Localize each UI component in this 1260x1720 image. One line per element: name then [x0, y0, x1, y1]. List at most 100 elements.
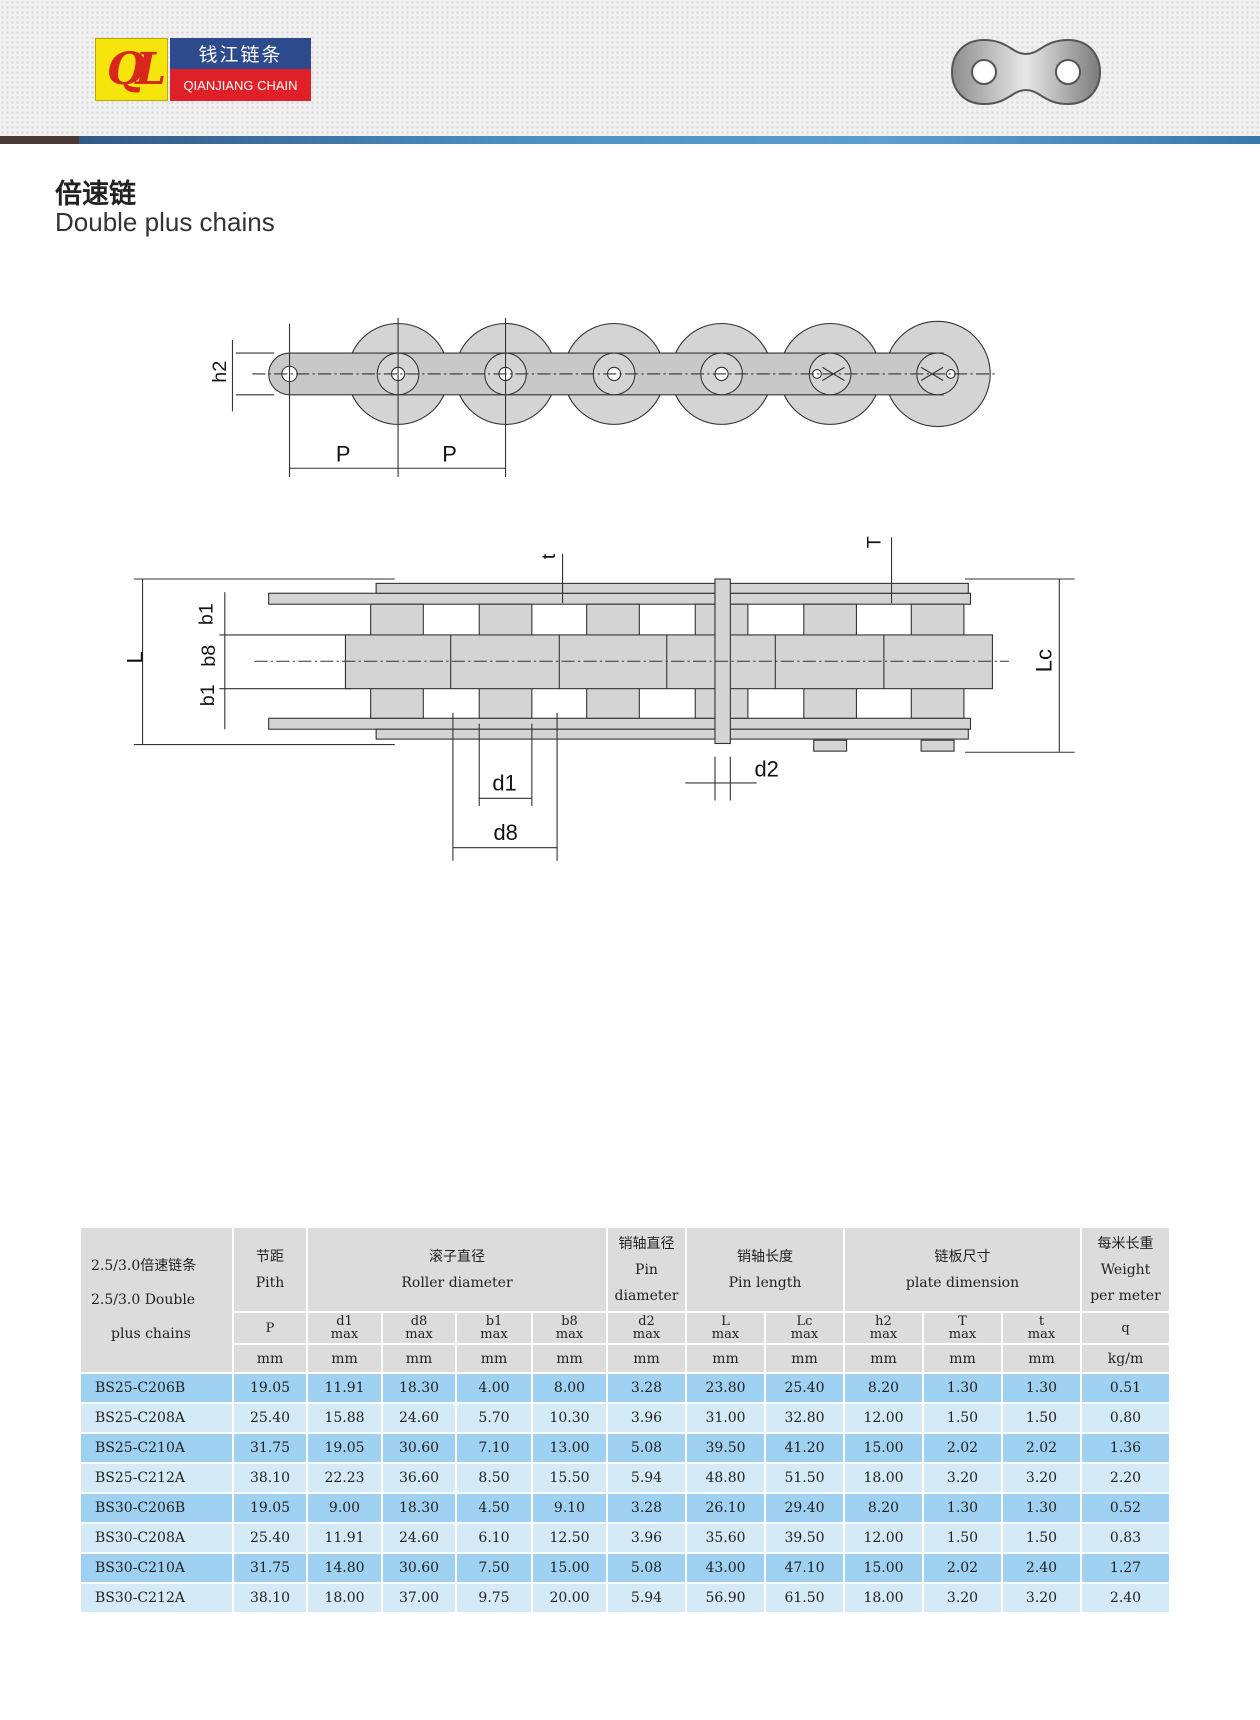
- top-view: [231, 318, 998, 478]
- value-cell: 18.00: [306, 1582, 383, 1614]
- header-weight: 每米长重 Weight per meter: [1080, 1226, 1171, 1313]
- model-cell: BS30-C210A: [79, 1552, 234, 1584]
- value-cell: 2.40: [1080, 1582, 1171, 1614]
- value-cell: 20.00: [531, 1582, 608, 1614]
- value-cell: 2.02: [922, 1552, 1003, 1584]
- label-h2: h2: [209, 361, 231, 383]
- unit-header: mm: [381, 1343, 457, 1374]
- value-cell: 15.00: [843, 1432, 924, 1464]
- value-cell: 5.08: [606, 1552, 687, 1584]
- value-cell: 11.91: [306, 1522, 383, 1554]
- value-cell: 39.50: [764, 1522, 845, 1554]
- model-cell: BS25-C212A: [79, 1462, 234, 1494]
- value-cell: 1.50: [1001, 1522, 1082, 1554]
- symbol-header: t max: [1001, 1311, 1082, 1345]
- value-cell: 19.05: [232, 1492, 308, 1524]
- value-cell: 9.10: [531, 1492, 608, 1524]
- value-cell: 3.28: [606, 1492, 687, 1524]
- value-cell: 19.05: [306, 1432, 383, 1464]
- value-cell: 1.50: [922, 1402, 1003, 1434]
- value-cell: 1.30: [922, 1372, 1003, 1404]
- model-cell: BS25-C206B: [79, 1372, 234, 1404]
- side-view: [133, 537, 1075, 861]
- model-cell: BS30-C206B: [79, 1492, 234, 1524]
- value-cell: 4.50: [455, 1492, 533, 1524]
- unit-header: mm: [606, 1343, 687, 1374]
- header-pin-diameter: 销轴直径 Pin diameter: [606, 1226, 687, 1313]
- logo-mark: QL: [95, 38, 168, 101]
- value-cell: 3.20: [922, 1462, 1003, 1494]
- value-cell: 38.10: [232, 1462, 308, 1494]
- header-pitch: 节距 Pith: [232, 1226, 308, 1313]
- value-cell: 2.40: [1001, 1552, 1082, 1584]
- value-cell: 25.40: [232, 1402, 308, 1434]
- symbol-header: P: [232, 1311, 308, 1345]
- value-cell: 1.27: [1080, 1552, 1171, 1584]
- unit-header: mm: [1001, 1343, 1082, 1374]
- value-cell: 25.40: [232, 1522, 308, 1554]
- value-cell: 12.50: [531, 1522, 608, 1554]
- label-d2: d2: [754, 756, 778, 781]
- value-cell: 15.00: [531, 1552, 608, 1584]
- value-cell: 22.23: [306, 1462, 383, 1494]
- unit-header: mm: [455, 1343, 533, 1374]
- value-cell: 18.00: [843, 1462, 924, 1494]
- brand-name-cn: 钱江链条: [170, 38, 311, 69]
- header-pin-length: 销轴长度 Pin length: [685, 1226, 845, 1313]
- value-cell: 15.00: [843, 1552, 924, 1584]
- value-cell: 4.00: [455, 1372, 533, 1404]
- value-cell: 38.10: [232, 1582, 308, 1614]
- label-L: L: [123, 651, 148, 663]
- value-cell: 48.80: [685, 1462, 766, 1494]
- table-row: BS30-C206B 19.05 9.00 18.30 4.50 9.10 3.28 26.1…: [79, 1492, 1171, 1524]
- value-cell: 13.00: [531, 1432, 608, 1464]
- model-cell: BS30-C212A: [79, 1582, 234, 1614]
- value-cell: 9.75: [455, 1582, 533, 1614]
- label-p2: P: [442, 442, 457, 467]
- table-row: BS25-C210A 31.75 19.05 30.60 7.10 13.00 5.08 39…: [79, 1432, 1171, 1464]
- value-cell: 35.60: [685, 1522, 766, 1554]
- value-cell: 18.00: [843, 1582, 924, 1614]
- value-cell: 3.96: [606, 1402, 687, 1434]
- value-cell: 18.30: [381, 1492, 457, 1524]
- value-cell: 47.10: [764, 1552, 845, 1584]
- label-Lc: Lc: [1032, 649, 1057, 672]
- label-T: T: [864, 536, 886, 548]
- model-cell: BS25-C208A: [79, 1402, 234, 1434]
- unit-header: mm: [531, 1343, 608, 1374]
- unit-header: mm: [306, 1343, 383, 1374]
- value-cell: 1.50: [922, 1522, 1003, 1554]
- value-cell: 7.50: [455, 1552, 533, 1584]
- value-cell: 1.36: [1080, 1432, 1171, 1464]
- value-cell: 31.00: [685, 1402, 766, 1434]
- value-cell: 2.02: [922, 1432, 1003, 1464]
- value-cell: 5.08: [606, 1432, 687, 1464]
- table-row: BS30-C208A 25.40 11.91 24.60 6.10 12.50 3.96 35…: [79, 1522, 1171, 1554]
- value-cell: 3.96: [606, 1522, 687, 1554]
- value-cell: 36.60: [381, 1462, 457, 1494]
- value-cell: 24.60: [381, 1522, 457, 1554]
- label-d8: d8: [493, 820, 517, 845]
- value-cell: 61.50: [764, 1582, 845, 1614]
- value-cell: 43.00: [685, 1552, 766, 1584]
- value-cell: 5.94: [606, 1462, 687, 1494]
- value-cell: 2.02: [1001, 1432, 1082, 1464]
- value-cell: 8.00: [531, 1372, 608, 1404]
- unit-header: mm: [843, 1343, 924, 1374]
- table-row: BS25-C206B 19.05 11.91 18.30 4.00 8.00 3.28 23.…: [79, 1372, 1171, 1404]
- value-cell: 8.20: [843, 1372, 924, 1404]
- label-d1: d1: [492, 771, 516, 796]
- unit-header: mm: [764, 1343, 845, 1374]
- header-stripe: [0, 136, 1260, 144]
- value-cell: 1.30: [922, 1492, 1003, 1524]
- model-cell: BS30-C208A: [79, 1522, 234, 1554]
- symbol-header: h2 max: [843, 1311, 924, 1345]
- model-cell: BS25-C210A: [79, 1432, 234, 1464]
- value-cell: 0.80: [1080, 1402, 1171, 1434]
- unit-header: mm: [922, 1343, 1003, 1374]
- value-cell: 41.20: [764, 1432, 845, 1464]
- value-cell: 2.20: [1080, 1462, 1171, 1494]
- label-p1: P: [336, 442, 351, 467]
